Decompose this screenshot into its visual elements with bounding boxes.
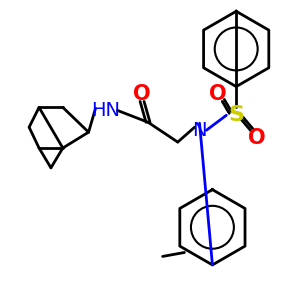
Text: O: O (133, 83, 151, 103)
Text: S: S (228, 105, 244, 125)
Text: O: O (248, 128, 266, 148)
Text: N: N (192, 121, 207, 140)
Text: HN: HN (91, 101, 120, 120)
Text: O: O (208, 83, 226, 103)
